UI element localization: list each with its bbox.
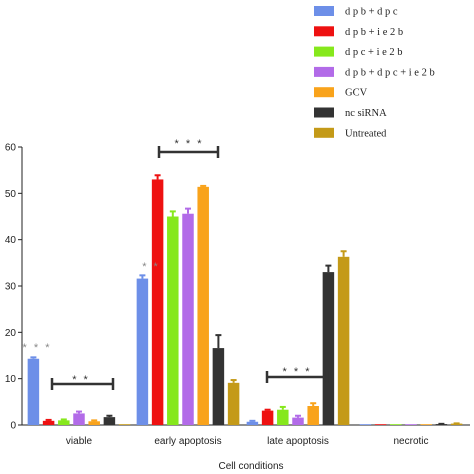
legend: d p b + d p c d p b + i e 2 b d p c + i e … (314, 6, 435, 139)
bar (261, 410, 274, 425)
annotations: * * * * * * * * * * * * * (23, 138, 329, 390)
bar (58, 420, 70, 425)
bar (118, 424, 131, 425)
bar (374, 424, 387, 425)
bar (322, 272, 335, 425)
bar (292, 417, 304, 425)
significance-label: * * * (175, 138, 204, 150)
legend-label: d p b + d p c (345, 7, 398, 18)
legend-swatch (314, 87, 334, 98)
bar (167, 216, 179, 425)
bar (246, 421, 259, 425)
y-tick-label: 20 (5, 328, 17, 339)
y-tick-label: 40 (5, 235, 17, 246)
bar (405, 424, 417, 425)
x-axis-label: Cell conditions (218, 461, 283, 472)
legend-label: d p b + i e 2 b (345, 27, 403, 38)
bar (227, 382, 240, 425)
significance-label: * * (142, 261, 160, 273)
significance-label: * * * (283, 366, 312, 378)
x-tick-label: early apoptosis (154, 436, 221, 447)
bar (420, 424, 432, 425)
legend-swatch (314, 6, 334, 16)
legend-swatch (314, 46, 334, 57)
y-tick-label: 10 (5, 374, 17, 385)
bar (307, 406, 319, 425)
bar (73, 413, 85, 425)
bar (390, 424, 402, 425)
legend-label: GCV (345, 88, 368, 99)
x-tick-label: viable (66, 436, 93, 447)
bar (212, 348, 225, 425)
bar (182, 213, 194, 425)
y-tick-label: 50 (5, 189, 17, 200)
bar (136, 278, 149, 425)
x-tick-label: necrotic (393, 436, 428, 447)
legend-swatch (314, 26, 334, 37)
x-tick-label: late apoptosis (267, 436, 329, 447)
bars (27, 174, 463, 425)
bar (42, 420, 55, 425)
bar (197, 186, 209, 425)
y-tick-label: 0 (10, 421, 16, 432)
significance-label: * * (72, 374, 90, 386)
y-tick-label: 30 (5, 282, 17, 293)
legend-label: Untreated (345, 128, 387, 139)
bar (359, 424, 372, 425)
bar (103, 417, 116, 425)
bar (337, 256, 350, 425)
y-tick-label: 60 (5, 143, 17, 154)
legend-swatch (314, 107, 334, 118)
significance-label: * * * (23, 342, 52, 354)
legend-label: nc siRNA (345, 108, 387, 119)
legend-swatch (314, 66, 334, 77)
bar (151, 179, 164, 425)
legend-label: d p b + d p c + i e 2 b (345, 67, 435, 78)
legend-label: d p c + i e 2 b (345, 47, 403, 58)
legend-swatch (314, 127, 334, 138)
bar (27, 358, 40, 425)
bar (88, 421, 100, 425)
bar (277, 409, 289, 425)
